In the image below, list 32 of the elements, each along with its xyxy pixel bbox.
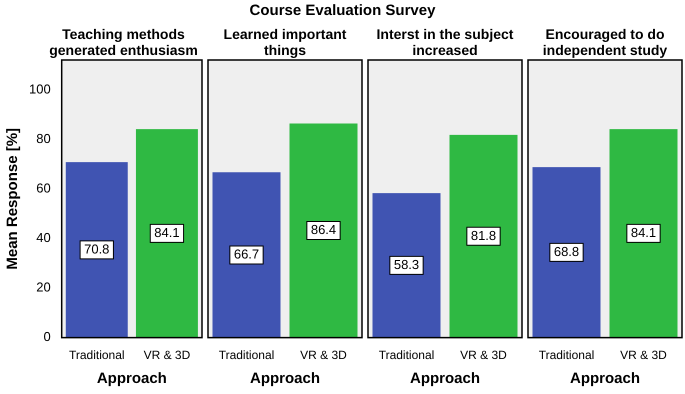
chart-title: Learned important things bbox=[222, 25, 348, 58]
y-tick-label: 60 bbox=[36, 180, 51, 196]
x-axis-title: Approach bbox=[570, 370, 640, 388]
data-label: 70.8 bbox=[84, 241, 110, 256]
x-tick-label: Traditional bbox=[378, 348, 434, 362]
y-axis-title: Mean Response [%] bbox=[4, 128, 22, 270]
y-tick-label: 40 bbox=[36, 230, 51, 246]
x-tick-label: Traditional bbox=[538, 348, 594, 362]
x-tick-label: VR & 3D bbox=[300, 348, 348, 362]
data-label: 81.8 bbox=[470, 228, 496, 243]
y-tick-label: 20 bbox=[36, 280, 51, 295]
data-label: 68.8 bbox=[554, 244, 580, 259]
data-label: 58.3 bbox=[394, 256, 420, 272]
chart-title: Teaching methods generated enthusiasm bbox=[48, 25, 199, 58]
y-tick-label: 100 bbox=[28, 81, 51, 96]
data-label: 84.1 bbox=[630, 224, 656, 240]
x-tick-label: VR & 3D bbox=[144, 348, 191, 362]
x-axis-title: Approach bbox=[96, 370, 167, 388]
x-axis-title: Approach bbox=[250, 370, 320, 388]
data-label: 66.7 bbox=[234, 246, 260, 262]
x-tick-label: Traditional bbox=[218, 348, 274, 362]
y-tick-label: 80 bbox=[36, 130, 51, 146]
x-tick-label: VR & 3D bbox=[620, 348, 668, 362]
data-label: 86.4 bbox=[310, 222, 336, 238]
chart-title: Interst in the subject increased bbox=[376, 25, 514, 58]
text: Course Evaluation Survey bbox=[250, 2, 436, 19]
chart-title: Encouraged to do independent study bbox=[542, 25, 668, 58]
data-label: 84.1 bbox=[154, 224, 180, 240]
x-tick-label: Traditional bbox=[68, 348, 125, 362]
y-tick-label: 0 bbox=[43, 329, 51, 344]
x-axis-title: Approach bbox=[410, 370, 480, 388]
x-tick-label: VR & 3D bbox=[460, 348, 508, 362]
